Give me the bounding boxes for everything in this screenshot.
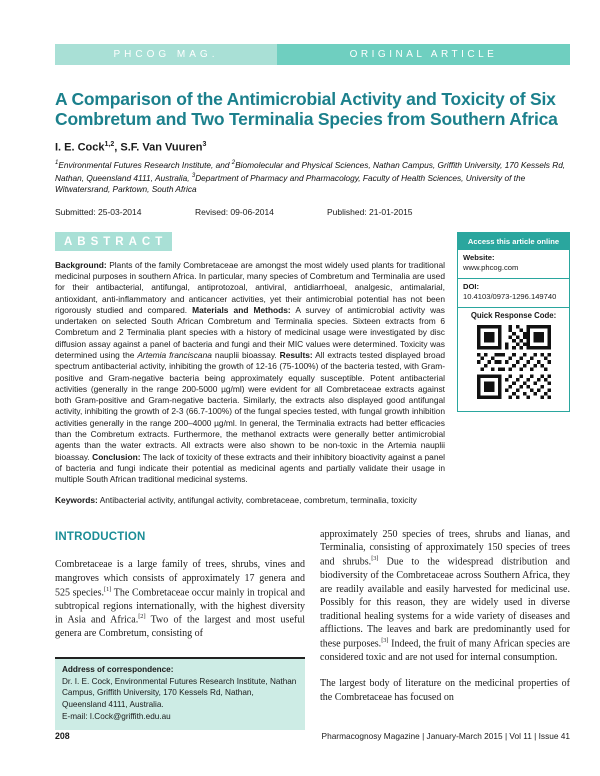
affil-2: Biomolecular and Physical Sciences, Nath… bbox=[55, 160, 566, 183]
intro-right-text-3: Indeed, the fruit of many African specie… bbox=[320, 638, 570, 663]
introduction-section: INTRODUCTION Combretaceae is a large fam… bbox=[55, 528, 570, 731]
correspondence-box: Address of correspondence: Dr. I. E. Coc… bbox=[55, 656, 305, 731]
author-2: , S.F. Van Vuuren bbox=[114, 141, 203, 154]
introduction-heading: INTRODUCTION bbox=[55, 530, 146, 543]
correspondence-address: Dr. I. E. Cock, Environmental Futures Re… bbox=[62, 676, 297, 710]
reference-3: [3] bbox=[371, 555, 379, 563]
article-title: A Comparison of the Antimicrobial Activi… bbox=[55, 89, 558, 130]
results-text: All extracts tested displayed broad spec… bbox=[55, 349, 446, 462]
website-row: Website: www.phcog.com bbox=[458, 250, 569, 279]
affil-sup-3: 3 bbox=[191, 172, 196, 179]
access-article-box: Access this article online Website: www.… bbox=[457, 231, 570, 413]
intro-paragraph-right-1: approximately 250 species of trees, shru… bbox=[320, 528, 570, 665]
conclusion-text: The lack of toxicity of these extracts a… bbox=[55, 451, 445, 485]
intro-right-text-2: Due to the widespread distribution and b… bbox=[320, 556, 570, 650]
conclusion-label: Conclusion: bbox=[92, 451, 141, 462]
access-box-header: Access this article online bbox=[458, 232, 569, 250]
page-content: PHCOG MAG. ORIGINAL ARTICLE A Comparison… bbox=[55, 44, 570, 731]
author-1: I. E. Cock bbox=[55, 141, 105, 154]
submission-dates: Submitted: 25-03-2014 Revised: 09-06-201… bbox=[55, 207, 570, 217]
keywords-line: Keywords: Antibacterial activity, antifu… bbox=[55, 495, 445, 506]
affiliations: 1Environmental Futures Research Institut… bbox=[55, 159, 570, 195]
species-name-italic: Artemia franciscana bbox=[137, 349, 212, 360]
methods-text-2: nauplii bioassay. bbox=[211, 349, 280, 360]
correspondence-label: Address of correspondence: bbox=[62, 664, 174, 674]
abstract-text: Background: Plants of the family Combret… bbox=[55, 260, 445, 486]
intro-paragraph-right-2: The largest body of literature on the me… bbox=[320, 678, 570, 704]
affil-sup-2: 2 bbox=[231, 160, 236, 167]
methods-label: Materials and Methods: bbox=[192, 304, 291, 315]
reference-2: [2] bbox=[138, 613, 146, 621]
reference-4: [3] bbox=[381, 636, 389, 644]
qr-code-icon bbox=[476, 325, 551, 400]
doi-label: DOI: bbox=[463, 281, 480, 291]
intro-left-text-1: Combretaceae is a large family of trees,… bbox=[55, 559, 305, 598]
top-banner: PHCOG MAG. ORIGINAL ARTICLE bbox=[55, 44, 570, 65]
background-label: Background: bbox=[55, 259, 107, 270]
intro-right-text-1: approximately 250 species of trees, shru… bbox=[320, 528, 570, 568]
doi-value: 10.4103/0973-1296.149740 bbox=[463, 292, 557, 302]
affil-3: Department of Pharmacy and Pharmacology,… bbox=[55, 172, 526, 194]
reference-1: [1] bbox=[104, 585, 112, 593]
intro-left-column: INTRODUCTION Combretaceae is a large fam… bbox=[55, 528, 305, 731]
qr-code-label: Quick Response Code: bbox=[470, 311, 557, 321]
journal-banner-label: PHCOG MAG. bbox=[55, 44, 277, 65]
journal-citation: Pharmacognosy Magazine | January-March 2… bbox=[321, 731, 570, 741]
qr-code-container bbox=[458, 323, 569, 411]
page-footer: 208 Pharmacognosy Magazine | January-Mar… bbox=[55, 731, 570, 741]
abstract-heading: ABSTRACT bbox=[55, 231, 173, 251]
results-label: Results: bbox=[279, 349, 313, 360]
background-text: Plants of the family Combretaceae are am… bbox=[55, 259, 445, 315]
doi-row: DOI: 10.4103/0973-1296.149740 bbox=[458, 279, 569, 309]
revised-date: Revised: 09-06-2014 bbox=[195, 206, 274, 217]
website-label: Website: bbox=[463, 252, 495, 262]
affil-1: Environmental Futures Research Institute… bbox=[58, 160, 232, 171]
keywords-text: Antibacterial activity, antifungal activ… bbox=[97, 494, 417, 505]
author-2-affil-sup: 3 bbox=[202, 140, 207, 148]
intro-paragraph-left: Combretaceae is a large family of trees,… bbox=[55, 558, 305, 640]
page-number: 208 bbox=[55, 731, 70, 741]
submitted-date: Submitted: 25-03-2014 bbox=[55, 206, 142, 217]
website-url[interactable]: www.phcog.com bbox=[463, 263, 519, 273]
abstract-column: ABSTRACT Background: Plants of the famil… bbox=[55, 231, 445, 506]
author-1-affil-sup: 1,2 bbox=[104, 140, 115, 148]
intro-left-text-2: The Combretaceae occur mainly in tropica… bbox=[55, 586, 305, 626]
keywords-label: Keywords: bbox=[55, 494, 98, 505]
article-type-banner: ORIGINAL ARTICLE bbox=[277, 44, 570, 65]
published-date: Published: 21-01-2015 bbox=[327, 206, 413, 217]
affil-sup-1: 1 bbox=[55, 160, 59, 167]
authors-line: I. E. Cock1,2, S.F. Van Vuuren3 bbox=[55, 141, 570, 154]
intro-left-text-3: Two of the largest and most useful gener… bbox=[55, 614, 305, 640]
abstract-section: ABSTRACT Background: Plants of the famil… bbox=[55, 231, 570, 506]
methods-text: A survey of antimicrobial activity was u… bbox=[55, 304, 445, 360]
intro-right-column: approximately 250 species of trees, shru… bbox=[320, 528, 570, 730]
correspondence-email[interactable]: E-mail: I.Cock@griffith.edu.au bbox=[62, 712, 171, 722]
